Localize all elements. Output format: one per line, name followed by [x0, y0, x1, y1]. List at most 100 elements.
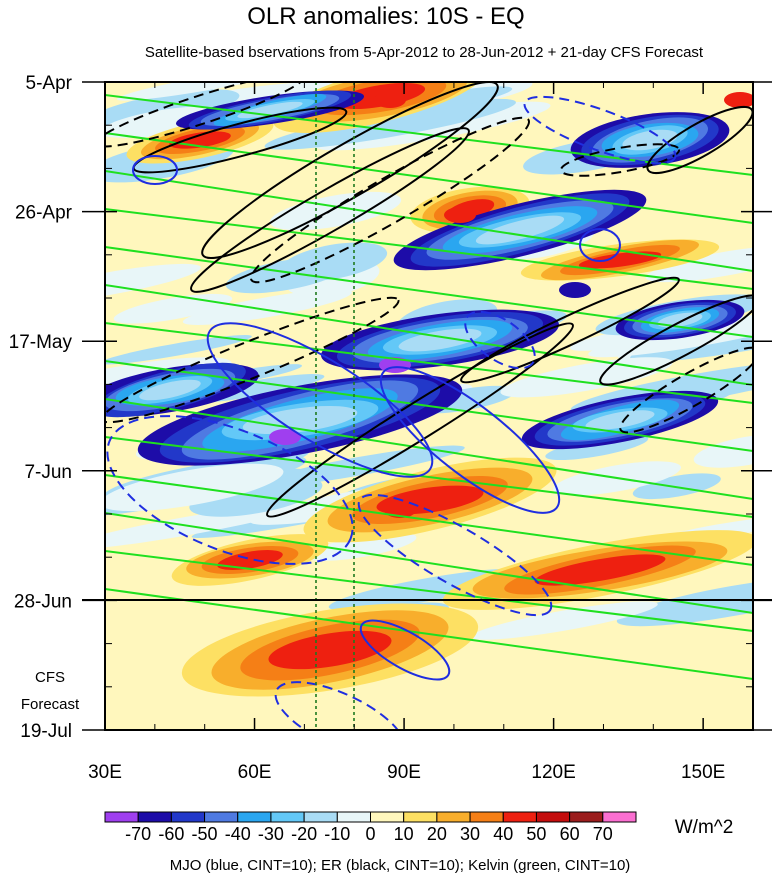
colorbar-swatch	[469, 811, 504, 823]
colorbar-label: -50	[192, 824, 218, 844]
er-contour-negative	[559, 143, 681, 177]
x-tick-label: 60E	[238, 762, 272, 783]
olr-anomaly-core	[444, 207, 476, 223]
olr-anomaly-patch	[578, 251, 662, 269]
y-tick-label: 7-Jun	[24, 462, 72, 483]
mjo-contour-positive	[206, 322, 434, 478]
colorbar-swatch	[303, 811, 338, 823]
footer-caption: MJO (blue, CINT=10); ER (black, CINT=10)…	[170, 857, 631, 874]
y-tick-label: 17-May	[9, 332, 73, 353]
colorbar-swatch	[535, 811, 571, 823]
olr-anomaly-patch	[105, 263, 201, 304]
colorbar-label: -70	[125, 824, 151, 844]
olr-anomaly-patch	[630, 313, 753, 362]
colorbar-swatch	[602, 811, 637, 823]
chart-subtitle: Satellite-based bservations from 5-Apr-2…	[145, 44, 704, 61]
er-contour-positive	[460, 276, 680, 384]
er-contour-positive	[599, 294, 753, 386]
olr-anomaly-patch	[305, 532, 417, 561]
mjo-contour-negative	[106, 415, 354, 565]
olr-anomaly-patch	[398, 328, 482, 352]
colorbar-label: -30	[258, 824, 284, 844]
olr-anomaly-field	[105, 82, 753, 697]
chart-title: OLR anomalies: 10S - EQ	[247, 3, 524, 30]
colorbar-label: 50	[526, 824, 546, 844]
olr-anomaly-patch	[182, 289, 353, 325]
olr-anomaly-patch	[470, 601, 658, 640]
kelvin-contour	[105, 512, 753, 614]
colorbar-label: -40	[225, 824, 251, 844]
kelvin-contour	[105, 550, 753, 632]
colorbar-swatch	[436, 811, 471, 823]
mjo-contour-negative	[464, 310, 536, 370]
colorbar-label: 0	[365, 824, 375, 844]
y-tick-label: 28-Jun	[14, 591, 72, 612]
olr-anomaly-patch	[588, 310, 753, 358]
forecast-label-line1: CFS	[35, 669, 65, 686]
kelvin-contour	[105, 208, 753, 290]
er-contour-negative	[105, 296, 400, 424]
er-contour-negative	[105, 82, 306, 148]
er-contour-negative	[619, 346, 753, 434]
olr-anomaly-patch	[242, 405, 358, 435]
wave-filter-contours	[105, 82, 753, 730]
olr-anomaly-patch	[632, 473, 721, 500]
colorbar-swatch	[370, 811, 405, 823]
er-contour-negative	[249, 116, 530, 284]
colorbar-label: -60	[158, 824, 184, 844]
colorbar-label: 40	[493, 824, 513, 844]
kelvin-contour	[105, 436, 753, 518]
olr-anomaly-patch	[500, 357, 673, 398]
kelvin-contour	[105, 170, 753, 272]
x-tick-label: 150E	[681, 762, 725, 783]
olr-anomaly-patch	[264, 98, 516, 150]
colorbar-label: 10	[394, 824, 414, 844]
mjo-contour-negative	[523, 95, 677, 165]
colorbar-swatch	[270, 811, 305, 823]
olr-anomaly-patch	[268, 630, 392, 670]
colorbar-swatch	[336, 811, 371, 823]
kelvin-contour	[105, 588, 753, 680]
olr-anomaly-patch	[113, 293, 233, 324]
olr-anomaly-patch	[534, 554, 666, 586]
x-tick-label: 90E	[387, 762, 421, 783]
colorbar: -70 -60 -50 -40 -30 -20 -10 0 10 20 30 40 50 60 70	[104, 811, 637, 844]
olr-anomaly-patch	[645, 245, 753, 283]
olr-anomaly-patch	[139, 379, 201, 401]
olr-anomaly-core	[724, 92, 753, 108]
er-contour-positive	[201, 82, 499, 259]
olr-anomaly-core	[559, 282, 591, 298]
colorbar-label: 60	[560, 824, 580, 844]
olr-anomaly-patch	[279, 242, 388, 281]
kelvin-contour	[105, 360, 753, 452]
plot-frame	[104, 81, 754, 731]
er-contour-positive	[646, 105, 753, 175]
colorbar-units: W/m^2	[675, 817, 734, 838]
x-axis: 30E 60E 90E 120E 150E	[88, 82, 725, 783]
mjo-contour-positive	[379, 366, 561, 514]
mjo-contour-negative	[357, 493, 553, 617]
olr-anomaly-patch	[585, 410, 655, 430]
olr-anomaly-patch	[616, 575, 753, 627]
kelvin-contour	[105, 284, 753, 386]
colorbar-label: 20	[427, 824, 447, 844]
colorbar-swatch	[170, 811, 206, 823]
colorbar-label: -20	[291, 824, 317, 844]
kelvin-contour	[105, 474, 753, 566]
colorbar-label: 30	[460, 824, 480, 844]
colorbar-swatch	[403, 811, 438, 823]
colorbar-swatch	[502, 811, 537, 823]
x-tick-label: 30E	[88, 762, 122, 783]
mjo-contour-positive	[579, 228, 621, 262]
y-tick-label: 26-Apr	[15, 203, 73, 224]
colorbar-label: 70	[593, 824, 613, 844]
colorbar-swatch	[569, 811, 604, 823]
olr-anomaly-core	[374, 92, 406, 108]
kelvin-contour	[105, 246, 753, 338]
y-tick-label: 19-Jul	[20, 721, 72, 742]
olr-anomaly-patch	[105, 106, 215, 134]
olr-anomaly-patch	[269, 191, 402, 231]
plot-area	[82, 81, 772, 731]
olr-anomaly-patch	[105, 334, 252, 365]
